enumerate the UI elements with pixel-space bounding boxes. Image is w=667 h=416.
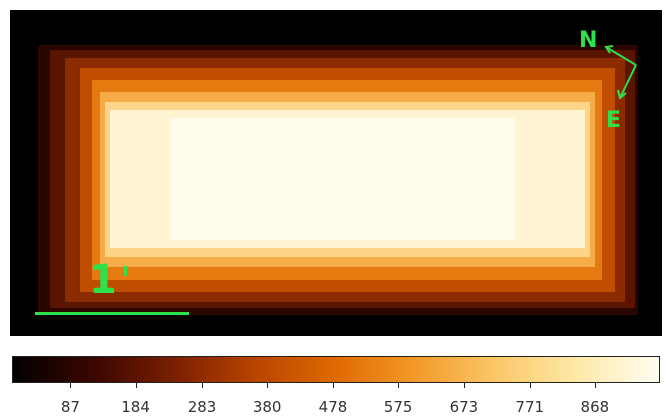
- north-label: N: [579, 28, 598, 53]
- colorbar-tick-mark: [202, 383, 204, 388]
- colorbar-tick-label: 184: [121, 398, 150, 416]
- colorbar-tick-label: 283: [187, 398, 217, 416]
- colorbar-tick-mark: [135, 383, 137, 388]
- core-exposure-region: [170, 118, 515, 240]
- colorbar-tick-mark: [529, 383, 531, 388]
- arcminute-mark: [124, 266, 127, 276]
- north-arrow-line: [605, 46, 637, 66]
- colorbar-tick-label: 87: [60, 398, 80, 416]
- east-arrowhead: [617, 89, 627, 100]
- colorbar-tick-mark: [267, 383, 269, 388]
- colorbar-tick-label: 868: [580, 398, 610, 416]
- colorbar-tick-label: 478: [318, 398, 348, 416]
- compass-arrows: [604, 45, 637, 100]
- scale-bar: [35, 312, 189, 315]
- colorbar-tick-mark: [332, 383, 334, 388]
- colorbar: [12, 356, 660, 383]
- colorbar-tick-label: 771: [515, 398, 545, 416]
- east-arrow-line: [619, 64, 637, 99]
- east-label: E: [606, 108, 622, 133]
- colorbar-tick-label: 380: [252, 398, 282, 416]
- scale-bar-label: 1: [89, 257, 117, 303]
- colorbar-tick-label: 575: [383, 398, 413, 416]
- north-arrowhead: [604, 45, 614, 54]
- colorbar-tick-mark: [463, 383, 465, 388]
- exposure-map-image: [10, 10, 662, 336]
- colorbar-tick-label: 673: [449, 398, 479, 416]
- colorbar-tick-mark: [594, 383, 596, 388]
- colorbar-tick-mark: [398, 383, 400, 388]
- colorbar-tick-mark: [70, 383, 72, 388]
